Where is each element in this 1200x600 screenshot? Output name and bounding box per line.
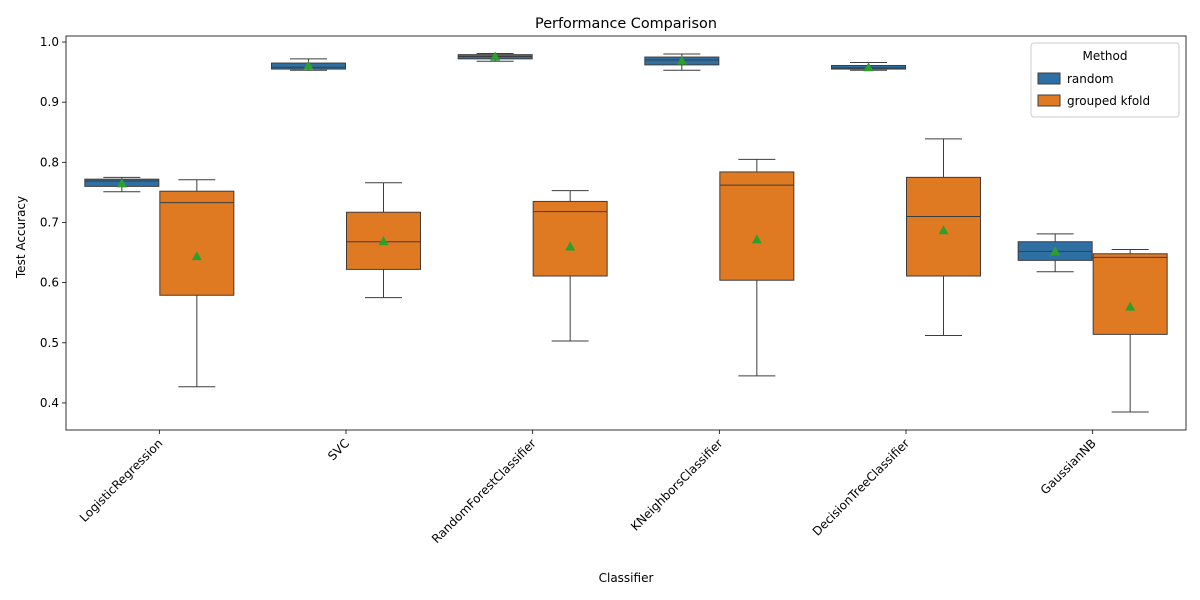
- box-body: [719, 171, 795, 281]
- box-body: [1092, 253, 1168, 335]
- mean-marker: [303, 60, 314, 70]
- legend-swatch: [1037, 72, 1061, 85]
- mean-marker: [1125, 301, 1136, 311]
- x-tick-label: GaussianNB: [1038, 436, 1099, 497]
- box-random-0: [84, 176, 160, 193]
- y-tick-label: 0.8: [40, 155, 59, 169]
- y-tick-label: 0.7: [40, 215, 59, 229]
- chart-title: Performance Comparison: [535, 16, 717, 32]
- x-tick-label: LogisticRegression: [77, 436, 166, 525]
- x-tick-label: KNeighborsClassifier: [628, 436, 725, 533]
- box-grouped-kfold-4: [906, 138, 981, 337]
- mean-marker: [751, 234, 762, 244]
- legend: Method random grouped kfold: [1030, 42, 1180, 118]
- box-random-5: [1017, 233, 1093, 273]
- box-random-3: [644, 53, 720, 71]
- y-tick-label: 0.6: [40, 276, 59, 290]
- box-grouped-kfold-3: [719, 158, 795, 377]
- legend-label: grouped kfold: [1067, 94, 1150, 108]
- x-tick-label: SVC: [325, 436, 352, 463]
- box-grouped-kfold-1: [346, 182, 421, 299]
- box-random-2: [457, 51, 533, 62]
- mean-marker: [191, 251, 202, 261]
- box-random-1: [271, 58, 346, 71]
- plot-area: [84, 51, 1168, 413]
- mean-marker: [863, 62, 874, 72]
- y-axis-label: Test Accuracy: [14, 196, 28, 279]
- axes-frame: [65, 35, 1187, 431]
- legend-swatch: [1037, 94, 1061, 107]
- box-grouped-kfold-5: [1092, 249, 1168, 413]
- mean-marker: [490, 51, 501, 61]
- x-axis-label: Classifier: [599, 571, 654, 585]
- x-tick-label: RandomForestClassifier: [429, 436, 539, 546]
- mean-marker: [116, 178, 127, 188]
- box-grouped-kfold-0: [159, 179, 235, 388]
- box-random-4: [831, 61, 906, 72]
- box-body: [159, 190, 235, 296]
- y-tick-label: 0.5: [40, 336, 59, 350]
- mean-marker: [676, 55, 687, 65]
- box-grouped-kfold-2: [532, 190, 608, 342]
- legend-frame: [1030, 42, 1180, 118]
- legend-title: Method: [1082, 49, 1127, 63]
- mean-marker: [938, 225, 949, 235]
- y-tick-label: 1.0: [40, 35, 59, 49]
- box-body: [532, 200, 608, 277]
- y-tick-label: 0.4: [40, 396, 59, 410]
- mean-marker: [1050, 246, 1061, 256]
- y-tick-label: 0.9: [40, 95, 59, 109]
- x-tick-label: DecisionTreeClassifier: [810, 436, 912, 538]
- mean-marker: [378, 236, 389, 246]
- legend-label: random: [1067, 72, 1114, 86]
- mean-marker: [565, 241, 576, 251]
